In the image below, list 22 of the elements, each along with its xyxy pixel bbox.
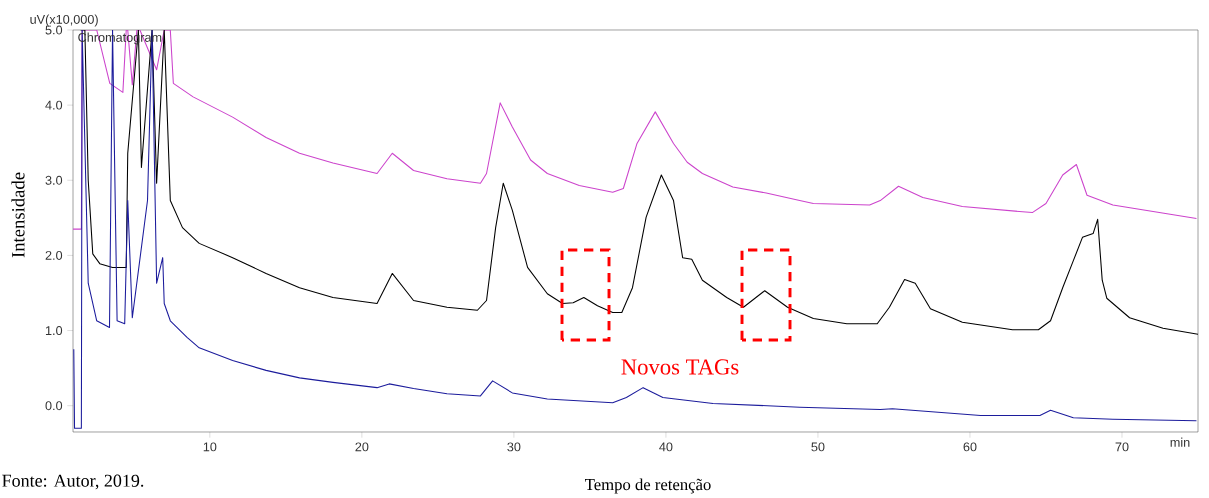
y-tick-label: 1.0: [45, 326, 63, 336]
y-tick-label: 3.0: [45, 175, 63, 185]
y-tick-label: 2.0: [45, 250, 63, 260]
y-tick-label: 0.0: [45, 401, 63, 411]
line-series: [73, 29, 1198, 230]
x-axis-title: Tempo de retenção: [585, 478, 711, 494]
x-tick-label: 70: [1115, 442, 1129, 452]
y-axis-title: Intensidade: [11, 172, 25, 258]
annotation: Novos TAGs: [621, 359, 739, 375]
text: min: [1170, 437, 1190, 447]
text: uV(x10,000): [30, 14, 98, 27]
x-tick-label: 40: [659, 442, 673, 452]
x-tick-label: 20: [355, 442, 369, 452]
x-tick-label: 50: [811, 442, 825, 452]
y-tick-label: 5.0: [45, 25, 63, 35]
source-note: Fonte: Autor, 2019.: [2, 474, 144, 490]
line-series: [80, 29, 1198, 335]
line-series: [73, 29, 1198, 429]
x-tick-label: 10: [203, 442, 217, 452]
x-tick-label: 30: [507, 442, 521, 452]
y-tick-label: 4.0: [45, 100, 63, 110]
x-tick-label: 60: [963, 442, 977, 452]
